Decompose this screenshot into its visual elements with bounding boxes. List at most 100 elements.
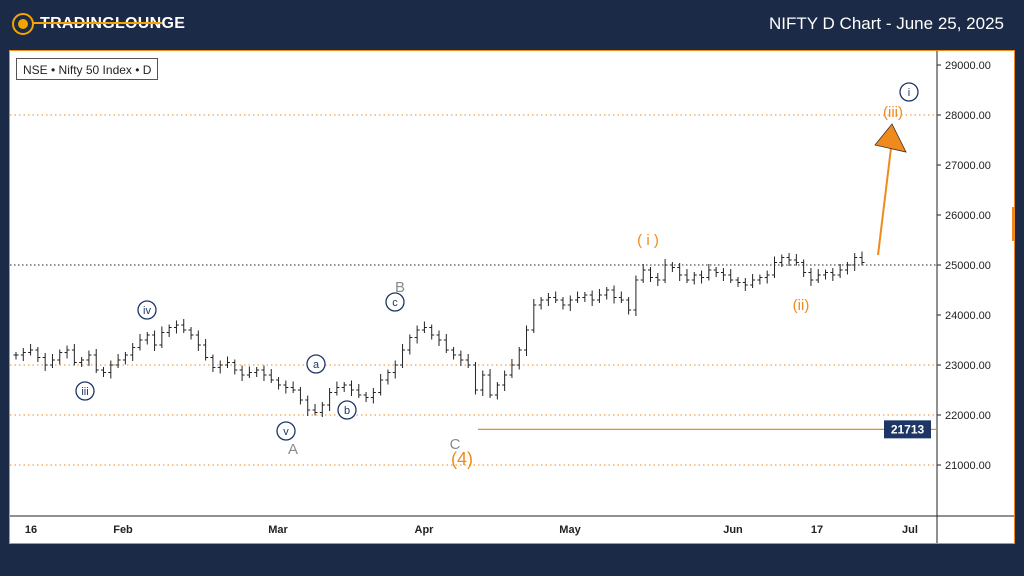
ohlc-bar — [414, 325, 420, 344]
x-tick-label: 16 — [25, 524, 37, 536]
reference-lines — [10, 114, 936, 466]
y-tick-label: 27000.00 — [945, 160, 991, 172]
ohlc-bar — [101, 367, 107, 377]
ohlc-bar — [261, 365, 267, 381]
ohlc-bar — [443, 334, 449, 353]
wave-label-ii-orange: (ii) — [793, 297, 810, 314]
support-price-tag: 21713 — [884, 420, 931, 439]
ohlc-bar — [407, 334, 413, 355]
ohlc-bar — [837, 264, 843, 278]
ohlc-bar — [400, 344, 406, 368]
ohlc-bar — [502, 370, 508, 391]
wave-label-B: B — [395, 279, 405, 296]
ohlc-bar — [20, 348, 26, 361]
ohlc-bar — [210, 354, 216, 372]
ohlc-bar — [225, 356, 230, 368]
ohlc-bar — [720, 268, 726, 281]
ohlc-bar — [363, 392, 369, 402]
ohlc-bar — [779, 254, 785, 267]
ohlc-bar — [859, 251, 865, 266]
ohlc-bar — [823, 269, 829, 280]
y-tick-label: 25000.00 — [945, 260, 991, 272]
ohlc-bar — [472, 362, 478, 395]
ohlc-bar — [589, 290, 595, 306]
wave-label-iii-small: iii — [75, 381, 95, 401]
ohlc-bar — [254, 367, 260, 377]
ohlc-bar — [276, 377, 282, 390]
ohlc-bar — [516, 347, 522, 370]
x-tick-label: May — [559, 524, 581, 536]
ohlc-bar — [728, 269, 734, 283]
ohlc-bar — [35, 347, 41, 362]
ohlc-bar — [538, 297, 544, 310]
ohlc-bar — [691, 272, 697, 285]
ohlc-bar — [130, 343, 136, 361]
ohlc-bar — [750, 274, 756, 288]
ohlc-bar — [64, 345, 70, 359]
ohlc-bar — [152, 330, 158, 351]
ohlc-bar — [633, 275, 639, 316]
x-tick-label: Jun — [723, 524, 743, 536]
ohlc-bar — [42, 353, 48, 371]
ohlc-bar — [421, 321, 427, 333]
ohlc-bar — [801, 259, 807, 277]
ohlc-bar — [195, 330, 201, 351]
ohlc-bar — [604, 287, 610, 300]
ohlc-bar — [465, 354, 471, 368]
ohlc-bar — [319, 402, 325, 417]
ohlc-bar — [494, 382, 500, 400]
ohlc-bar — [815, 269, 821, 283]
ohlc-bar — [312, 404, 318, 416]
wave-label-4: (4) — [451, 449, 473, 469]
ohlc-bar — [57, 349, 63, 365]
header-bar: TradingLounge NIFTY D Chart - June 25, 2… — [0, 0, 1024, 50]
wave-label-C: C — [450, 436, 461, 453]
ohlc-bar — [203, 339, 209, 361]
ohlc-bar — [188, 327, 194, 340]
projection-arrowhead — [874, 123, 907, 153]
logo-underline — [32, 22, 162, 24]
ohlc-bar — [290, 381, 296, 393]
ohlc-bar — [458, 350, 464, 366]
wave-label-c-small: c — [385, 292, 405, 312]
ohlc-bar — [808, 268, 814, 286]
ohlc-bar — [79, 357, 85, 367]
svg-text:b: b — [344, 405, 350, 417]
scroll-indicator[interactable] — [1012, 207, 1015, 241]
y-tick-label: 22000.00 — [945, 410, 991, 422]
ohlc-bars — [13, 251, 865, 417]
ohlc-bar — [137, 334, 143, 351]
ohlc-bar — [524, 325, 530, 356]
ohlc-bar — [618, 291, 624, 303]
y-tick-label: 26000.00 — [945, 210, 991, 222]
ohlc-bar — [28, 344, 34, 356]
ohlc-bar — [735, 277, 741, 287]
ohlc-bar — [699, 270, 705, 284]
ohlc-bar — [327, 388, 333, 411]
ohlc-bar — [385, 369, 391, 385]
symbol-label: NSE • Nifty 50 Index • D — [16, 58, 159, 80]
ohlc-bar — [173, 320, 179, 334]
ohlc-bar — [560, 297, 566, 310]
ohlc-bar — [852, 253, 858, 271]
svg-text:i: i — [908, 87, 910, 99]
ohlc-bar — [596, 289, 602, 303]
ohlc-bar — [217, 360, 223, 374]
ohlc-bar — [93, 349, 99, 373]
chart-title: NIFTY D Chart - June 25, 2025 — [769, 14, 1004, 33]
ohlc-bar — [487, 369, 493, 398]
x-tick-label: Feb — [113, 524, 133, 536]
ohlc-bar — [334, 381, 340, 396]
ohlc-bar — [648, 267, 653, 282]
y-tick-label: 29000.00 — [945, 60, 991, 72]
ohlc-bar — [786, 253, 792, 266]
ohlc-bar — [742, 278, 748, 291]
ohlc-bar — [640, 264, 646, 283]
ohlc-bar — [370, 388, 376, 404]
ohlc-bar — [268, 369, 274, 383]
svg-text:iv: iv — [143, 305, 151, 317]
ohlc-bar — [115, 354, 121, 368]
wave-label-iii-orange: (iii) — [883, 104, 903, 121]
x-tick-label: Apr — [415, 524, 435, 536]
